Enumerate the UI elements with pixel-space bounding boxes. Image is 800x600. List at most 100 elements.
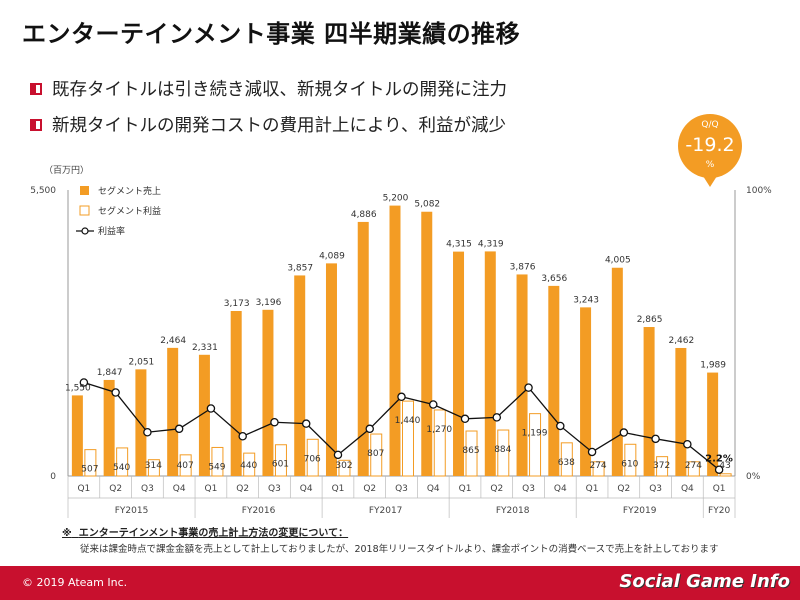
profit-bar	[560, 442, 573, 477]
margin-annotation: 2.2%	[705, 454, 733, 465]
x-tick-label: Q3	[268, 484, 281, 494]
x-tick-label: Q4	[300, 484, 313, 494]
sales-bar	[71, 395, 83, 476]
group-label: FY2019	[623, 506, 657, 516]
x-tick-label: Q1	[205, 484, 218, 494]
profit-bar	[147, 459, 160, 477]
margin-point	[111, 388, 120, 397]
y-tick-label: 0	[50, 472, 56, 482]
group-label: FY20	[708, 506, 730, 516]
profit-bar	[243, 452, 256, 477]
profit-label: 274	[589, 461, 606, 471]
profit-bar	[402, 400, 414, 477]
bullet-1-text: 既存タイトルは引き続き減収、新規タイトルの開発に注力	[52, 80, 507, 100]
x-tick-label: Q1	[713, 484, 726, 494]
x-tick-label: Q4	[554, 484, 567, 494]
sales-bar	[135, 369, 147, 476]
sales-bar	[230, 311, 242, 476]
profit-bar	[84, 449, 97, 477]
x-tick-label: Q2	[617, 484, 630, 494]
note-mark: ※	[62, 528, 72, 539]
bullet-2-text: 新規タイトルの開発コストの費用計上により、利益が減少	[52, 116, 506, 136]
group-label: FY2015	[115, 506, 149, 516]
sales-bar	[357, 221, 369, 476]
x-tick-label: Q4	[173, 484, 186, 494]
margin-point	[714, 465, 724, 474]
x-tick-label: Q1	[586, 484, 599, 494]
sales-label: 2,464	[160, 336, 186, 346]
profit-bar	[211, 446, 224, 477]
profit-bar	[624, 443, 637, 477]
qq-callout-top: Q/Q	[701, 120, 719, 130]
sales-label: 3,243	[573, 295, 599, 305]
sales-label: 1,989	[700, 361, 726, 371]
profit-label: 302	[335, 461, 352, 471]
x-tick-label: Q2	[490, 484, 503, 494]
margin-point	[651, 434, 660, 444]
margin-point	[556, 421, 565, 431]
profit-label: 407	[177, 461, 194, 471]
x-tick-label: Q1	[77, 484, 90, 494]
margin-point	[365, 424, 374, 434]
sales-label: 2,051	[129, 357, 155, 367]
sales-bar	[580, 307, 592, 476]
footer-bar: © 2019 Ateam Inc. Social Game Info	[0, 566, 800, 600]
sales-bar	[167, 347, 179, 476]
margin-point	[619, 428, 629, 437]
sales-bar	[675, 347, 687, 476]
sales-label: 3,876	[510, 262, 536, 272]
group-label: FY2017	[369, 506, 403, 516]
legend-profit-swatch	[79, 205, 90, 216]
sales-label: 4,886	[351, 210, 377, 220]
note-title: ※ エンターテインメント事業の売上計上方法の変更について：	[62, 524, 348, 539]
margin-point	[492, 413, 502, 422]
legend-sales-swatch	[80, 186, 89, 195]
profit-label: 601	[272, 460, 289, 470]
bullet-2: 新規タイトルの開発コストの費用計上により、利益が減少	[30, 112, 506, 137]
qq-callout: Q/Q -19.2 %	[678, 114, 742, 187]
sales-label: 3,656	[541, 274, 567, 284]
sales-bar	[325, 263, 337, 476]
profit-bar	[656, 456, 669, 477]
group-label: FY2016	[242, 506, 276, 516]
profit-label: 638	[558, 458, 575, 468]
margin-point	[587, 447, 597, 457]
profit-label: 372	[653, 461, 670, 471]
sales-bar	[548, 285, 560, 476]
margin-point	[270, 417, 279, 427]
x-tick-label: Q2	[236, 484, 249, 494]
legend-profit-label: セグメント利益	[98, 205, 161, 217]
bullet-square-icon	[30, 82, 42, 95]
profit-bar	[687, 461, 700, 477]
sales-label: 5,082	[414, 200, 440, 210]
sales-label: 4,319	[478, 239, 504, 249]
profit-bar	[529, 413, 542, 477]
page-title: エンターテインメント事業 四半期業績の推移	[22, 20, 521, 48]
sales-label: 3,173	[224, 299, 250, 309]
sales-bar	[453, 251, 465, 476]
sales-label: 2,462	[668, 336, 694, 346]
margin-point	[683, 440, 692, 449]
note-body: 従来は課金時点で課金金額を売上として計上しておりましたが、2018年リリースタイ…	[80, 544, 719, 555]
profit-label: 549	[208, 462, 225, 472]
legend-margin-point	[81, 227, 89, 235]
profit-label: 865	[462, 446, 479, 456]
profit-label: 706	[304, 454, 321, 464]
bullet-1: 既存タイトルは引き続き減収、新規タイトルの開発に注力	[30, 76, 507, 101]
margin-point	[238, 431, 247, 441]
sales-label: 4,315	[446, 240, 472, 250]
profit-bar	[338, 459, 351, 477]
sales-label: 4,089	[319, 251, 345, 261]
y-right-tick-label: 100%	[746, 186, 772, 196]
profit-bar	[116, 447, 129, 477]
margin-point	[524, 383, 533, 392]
legend-margin-label: 利益率	[98, 225, 125, 237]
sales-bar	[294, 275, 306, 476]
margin-point	[143, 427, 152, 437]
copyright: © 2019 Ateam Inc.	[22, 576, 128, 589]
profit-bar	[719, 473, 732, 477]
x-tick-label: Q1	[459, 484, 472, 494]
sales-label: 2,331	[192, 343, 218, 353]
y-tick-label: 5,500	[30, 186, 56, 196]
